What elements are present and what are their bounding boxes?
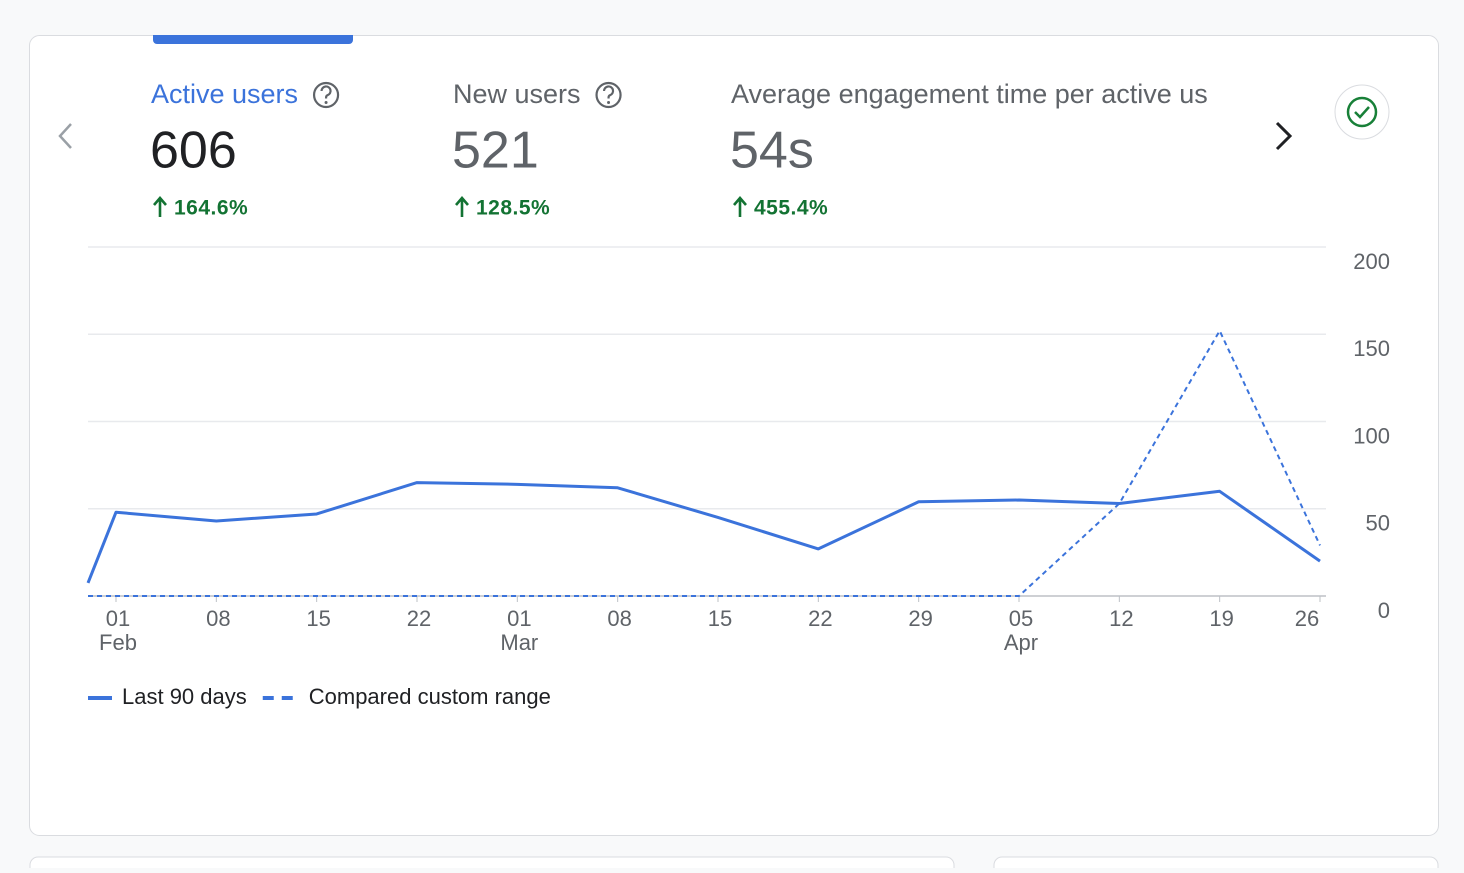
- x-tick-label: 12: [1109, 606, 1133, 631]
- x-tick-label: 26: [1295, 606, 1319, 631]
- x-tick-label: 22: [808, 606, 832, 631]
- up-arrow: [733, 196, 747, 217]
- metric-label: New users: [453, 79, 581, 109]
- metric-tab[interactable]: New users 521 128.5%: [452, 79, 622, 220]
- status-circle: [1334, 84, 1390, 140]
- check-icon: [1354, 106, 1370, 119]
- metric-tab[interactable]: Average engagement time per active us 54s…: [730, 79, 1208, 219]
- series-line: [86, 481, 1321, 584]
- status-button[interactable]: [1334, 84, 1390, 140]
- x-tick-label: 01: [507, 606, 531, 631]
- y-tick-label: 50: [1366, 511, 1390, 536]
- x-tick-label: 08: [607, 606, 631, 631]
- next-button[interactable]: [1275, 121, 1293, 151]
- x-tick-label: 08: [206, 606, 230, 631]
- legend-label: Compared custom range: [309, 684, 551, 709]
- x-tick-label: 19: [1209, 606, 1233, 631]
- y-tick-label: 150: [1353, 336, 1390, 361]
- metric-value: 54s: [730, 122, 814, 180]
- legend-label: Last 90 days: [122, 684, 247, 709]
- help-icon-dot: [324, 101, 328, 104]
- x-tick-label: 15: [708, 606, 732, 631]
- up-arrow: [153, 196, 167, 217]
- x-tick-label: 15: [306, 606, 330, 631]
- y-tick-label: 200: [1353, 249, 1390, 274]
- help-icon-dot: [607, 101, 611, 104]
- x-tick-label: 22: [407, 606, 431, 631]
- next-card: [29, 856, 955, 873]
- metric-change: 128.5%: [476, 197, 550, 220]
- x-tick-month: Feb: [99, 630, 137, 655]
- metric-tab[interactable]: Active users 606 164.6%: [150, 79, 340, 220]
- card: [29, 35, 1439, 836]
- help-icon-mark: [602, 85, 615, 99]
- up-arrow: [455, 196, 469, 217]
- prev-button[interactable]: [58, 123, 72, 149]
- x-tick-label: 01: [106, 606, 130, 631]
- x-tick-month: Mar: [500, 630, 538, 655]
- help-icon-mark: [320, 85, 332, 99]
- check-circle: [1346, 96, 1378, 128]
- selected-tab-indicator: [153, 35, 353, 44]
- metric-label: Average engagement time per active us: [731, 79, 1208, 109]
- y-tick-label: 0: [1378, 598, 1390, 623]
- next-card: [993, 856, 1439, 873]
- help-icon: [312, 81, 340, 109]
- series-line: [88, 329, 1321, 597]
- x-tick-label: 29: [908, 606, 932, 631]
- help-icon: [595, 81, 622, 109]
- metric-value: 521: [452, 122, 539, 180]
- x-tick-month: Apr: [1004, 630, 1038, 655]
- x-tick-label: 05: [1009, 606, 1033, 631]
- metric-change: 455.4%: [754, 197, 828, 220]
- metric-label: Active users: [151, 79, 298, 109]
- metric-change: 164.6%: [174, 197, 248, 220]
- metric-value: 606: [150, 122, 237, 180]
- y-tick-label: 100: [1353, 423, 1390, 448]
